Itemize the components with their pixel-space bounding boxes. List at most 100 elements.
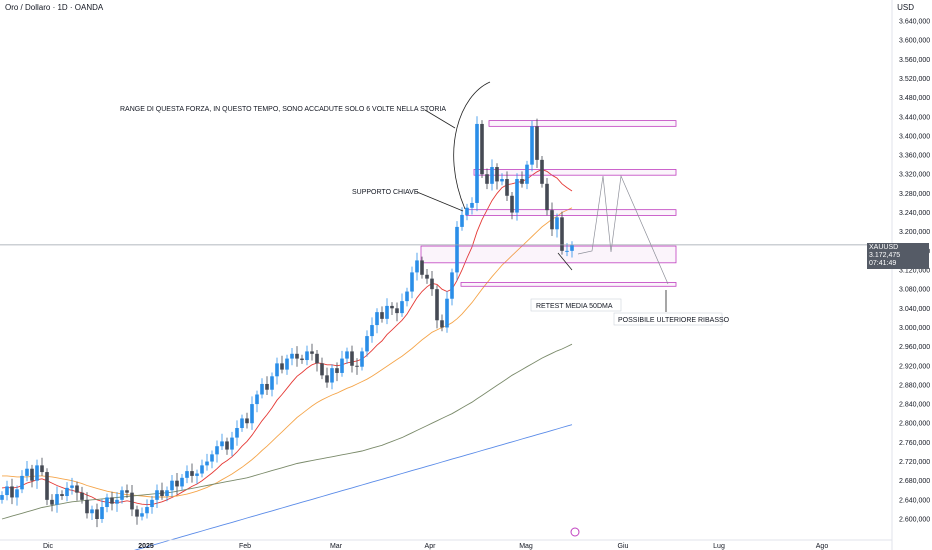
x-tick-label: Mar <box>330 543 343 550</box>
y-tick-label: 3.320,000 <box>899 172 930 179</box>
candle-body <box>280 363 284 370</box>
price-zone <box>473 169 677 176</box>
y-tick-label: 3.040,000 <box>899 306 930 313</box>
price-tag: XAUUSD 3.172,475 07:41:49 <box>867 243 929 269</box>
candle-body <box>60 494 64 497</box>
candle-body <box>195 473 199 476</box>
candle-body <box>295 353 299 359</box>
candles[interactable] <box>0 116 574 528</box>
candle-body <box>490 167 494 184</box>
candle-body <box>260 383 264 395</box>
candle-body <box>25 468 29 476</box>
y-tick-label: 2.680,000 <box>899 478 930 485</box>
candle-body <box>305 351 309 361</box>
y-tick-label: 2.600,000 <box>899 517 930 524</box>
candle-body <box>140 513 144 517</box>
x-tick-label: Mag <box>519 543 533 550</box>
annotations: RANGE DI QUESTA FORZA, IN QUESTO TEMPO, … <box>120 106 730 324</box>
y-tick-label: 3.200,000 <box>899 229 930 236</box>
candle-body <box>505 179 509 196</box>
candle-body <box>385 305 389 319</box>
candle-body <box>555 217 559 230</box>
candle-body <box>130 492 134 510</box>
candle-body <box>210 454 214 462</box>
x-tick-label: Ago <box>816 543 829 550</box>
y-tick-label: 2.720,000 <box>899 459 930 466</box>
candle-body <box>350 351 354 366</box>
candle-body <box>0 495 4 500</box>
candle-body <box>365 336 369 352</box>
y-tick-label: 3.560,000 <box>899 57 930 64</box>
candle-body <box>150 499 154 508</box>
range-arc <box>453 81 491 210</box>
candle-body <box>20 475 24 490</box>
candle-body <box>465 207 469 215</box>
candle-body <box>570 245 574 251</box>
candle-body <box>115 499 119 504</box>
candle-body <box>330 368 334 383</box>
retest-pointer <box>557 252 573 271</box>
candle-body <box>65 487 69 497</box>
moving-average-line <box>134 424 573 550</box>
candle-body <box>455 226 459 273</box>
candle-body <box>285 358 289 370</box>
x-tick-label: Lug <box>713 543 725 550</box>
x-tick-label: Dic <box>43 543 54 550</box>
price-zone <box>460 282 677 287</box>
candle-body <box>245 418 249 424</box>
candle-body <box>15 489 19 498</box>
candle-body <box>425 274 429 279</box>
time-axis[interactable]: Dic 2025 Feb Mar Apr Mag Giu Lug Ago <box>43 543 828 550</box>
y-tick-label: 3.400,000 <box>899 133 930 140</box>
y-tick-label: 3.480,000 <box>899 95 930 102</box>
candle-body <box>480 123 484 175</box>
x-tick-label: 2025 <box>138 543 154 550</box>
y-tick-label: 2.640,000 <box>899 497 930 504</box>
moving-average-line <box>1 168 573 506</box>
candle-body <box>390 305 394 309</box>
candle-body <box>90 509 94 514</box>
candle-body <box>5 486 9 496</box>
candle-body <box>300 358 304 361</box>
candle-body <box>95 509 99 519</box>
candle-body <box>525 164 529 184</box>
candle-body <box>290 353 294 359</box>
candle-body <box>415 260 419 273</box>
candle-body <box>440 320 444 328</box>
candle-body <box>460 214 464 227</box>
candle-body <box>230 437 234 450</box>
support-pointer <box>416 191 464 212</box>
candle-body <box>50 499 54 505</box>
candle-body <box>535 126 539 160</box>
candle-body <box>85 499 89 514</box>
possible-frame <box>613 312 723 326</box>
moving-averages <box>1 168 573 550</box>
candle-body <box>110 497 114 504</box>
price-tag-countdown: 07:41:49 <box>869 260 897 267</box>
candle-body <box>405 291 409 302</box>
candle-body <box>120 490 124 500</box>
candle-body <box>175 480 179 487</box>
candle-body <box>35 465 39 481</box>
candle-body <box>410 272 414 292</box>
candle-body <box>125 490 129 493</box>
y-tick-label: 2.840,000 <box>899 402 930 409</box>
candle-body <box>430 278 434 290</box>
candle-body <box>315 353 319 364</box>
candle-body <box>485 174 489 184</box>
candle-body <box>105 497 109 508</box>
candle-body <box>185 471 189 478</box>
candle-body <box>565 250 569 252</box>
candle-body <box>200 465 204 474</box>
candle-body <box>345 351 349 359</box>
projection-path <box>577 174 669 285</box>
candle-body <box>80 492 84 500</box>
moving-average-line <box>1 343 573 520</box>
price-zones <box>420 120 677 287</box>
range-note: RANGE DI QUESTA FORZA, IN QUESTO TEMPO, … <box>120 106 446 113</box>
candle-body <box>400 301 404 314</box>
candle-body <box>320 363 324 376</box>
candle-body <box>40 465 44 473</box>
